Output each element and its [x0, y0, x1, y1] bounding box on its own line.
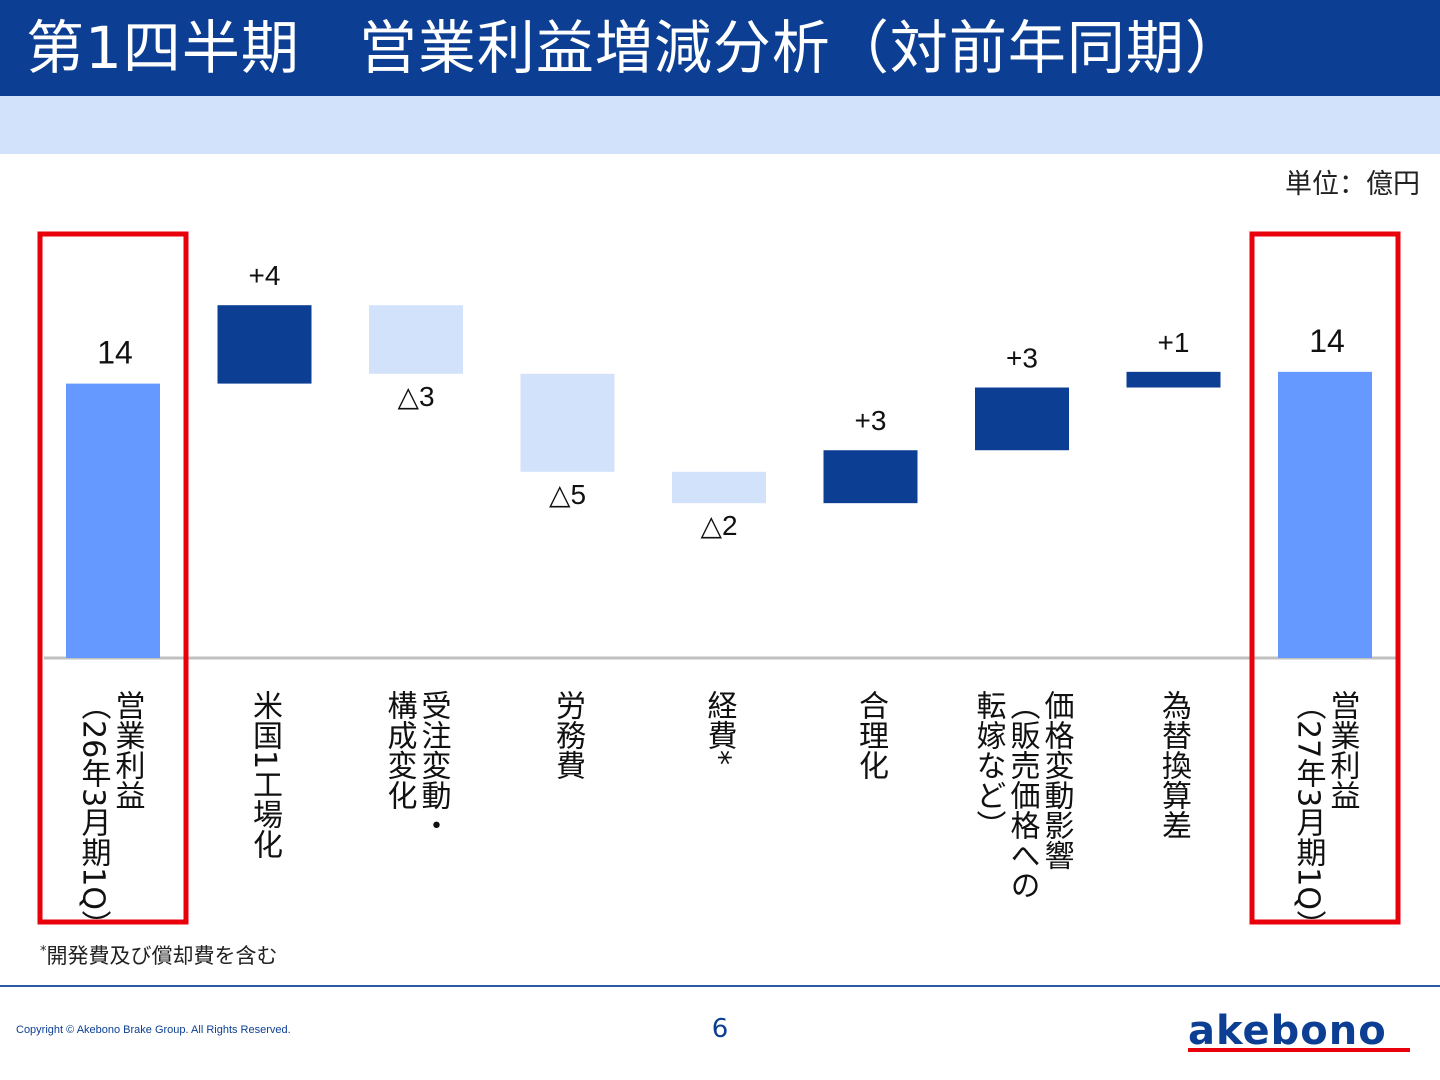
data-label-1: +4 [249, 260, 281, 291]
category-label-6-2: 転嫁など） [971, 690, 1007, 840]
data-label-2: △3 [397, 381, 434, 412]
footnote-text: 開発費及び償却費を含む [46, 944, 278, 968]
highlight-box-0 [37, 231, 189, 925]
copyright-text: Copyright © Akebono Brake Group. All Rig… [16, 1024, 291, 1036]
bar-3 [520, 373, 615, 472]
category-label-0-0: 営業利益 [110, 690, 146, 810]
data-label-5: +3 [855, 405, 887, 436]
category-label-5-0: 合理化 [853, 690, 888, 780]
category-label-0-1: （26年3月期1Q） [76, 690, 112, 940]
category-label-8-1: （27年3月期1Q） [1291, 690, 1327, 940]
unit-label: 単位：億円 [1285, 169, 1420, 200]
category-label-6-1: （販売価格への [1005, 690, 1041, 900]
header-bar: 第1四半期 営業利益増減分析（対前年同期） [0, 0, 1440, 96]
bar-1 [217, 305, 312, 384]
bar-7 [1126, 371, 1221, 388]
category-label-2-1: 構成変化 [382, 690, 418, 810]
logo-underline [1188, 1048, 1410, 1052]
category-label-2-0: 受注変動・ [416, 690, 451, 840]
data-label-3: △5 [549, 479, 586, 510]
footnote-mark: * [40, 944, 47, 959]
data-label-4: △2 [700, 510, 737, 541]
footnote: *開発費及び償却費を含む [40, 940, 278, 970]
category-label-4-0: 経費* [702, 690, 738, 765]
category-label-8-0: 営業利益 [1325, 690, 1361, 810]
bar-4 [672, 471, 766, 504]
category-label-3-0: 労務費 [550, 690, 585, 780]
bar-2 [369, 305, 463, 374]
footer-divider [0, 985, 1440, 987]
category-label-7-0: 為替換算差 [1156, 690, 1192, 840]
data-label-0: 14 [97, 335, 133, 371]
bar-6 [975, 387, 1069, 451]
subheader-band [0, 96, 1440, 154]
data-label-8: 14 [1309, 323, 1345, 359]
category-label-6-0: 価格変動影響 [1039, 690, 1075, 870]
category-label-1-0: 米国1工場化 [247, 690, 282, 859]
akebono-logo: akebono [1188, 1010, 1410, 1054]
page-number: 6 [711, 1014, 729, 1044]
bar-5 [823, 450, 918, 504]
data-label-7: +1 [1158, 327, 1190, 358]
logo-text: akebono [1188, 1010, 1387, 1054]
highlight-box-1 [1249, 231, 1401, 925]
page-title: 第1四半期 営業利益増減分析（対前年同期） [26, 14, 1244, 82]
bar-0 [66, 383, 160, 658]
bar-8 [1278, 371, 1372, 658]
data-label-6: +3 [1006, 343, 1038, 374]
